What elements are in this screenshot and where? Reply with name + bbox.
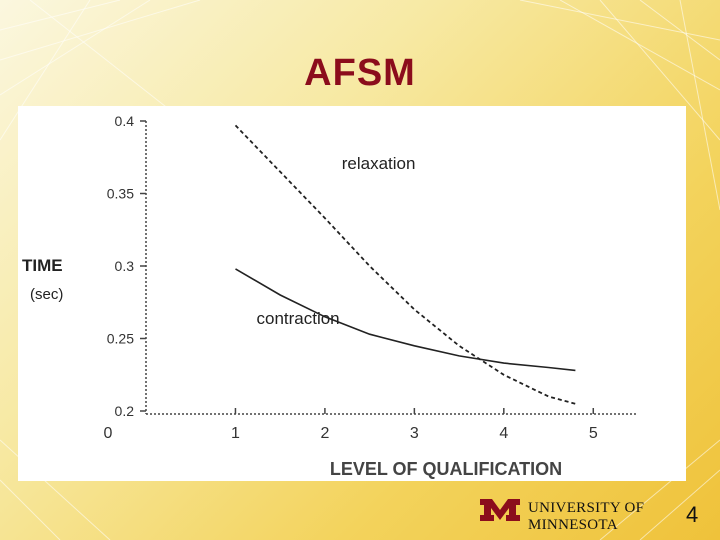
x-axis-label: LEVEL OF QUALIFICATION xyxy=(330,459,562,479)
y-axis-unit: (sec) xyxy=(30,286,63,303)
series-annotation-contraction: contraction xyxy=(256,309,339,328)
x-tick-label: 1 xyxy=(231,425,240,442)
university-logo-icon xyxy=(480,499,520,521)
x-tick-label: 5 xyxy=(589,425,598,442)
series-line-relaxation xyxy=(234,124,576,405)
y-tick-label: 0.35 xyxy=(107,186,134,202)
x-tick-label: 0 xyxy=(104,425,113,442)
chart: 0.2 0.25 0.3 0.35 0.4 0 1 2 3 4 5 TIME (sec) LEVEL OF… xyxy=(22,113,638,479)
x-tick-label: 3 xyxy=(410,425,419,442)
chart-panel: 0.2 0.25 0.3 0.35 0.4 0 1 2 3 4 5 TIME (sec) LEVEL OF… xyxy=(18,106,686,481)
series-line-contraction xyxy=(235,268,576,372)
series-annotation-relaxation: relaxation xyxy=(342,154,416,173)
x-tick-label: 2 xyxy=(320,425,329,442)
y-tick-label: 0.25 xyxy=(107,331,134,347)
x-tick-label: 4 xyxy=(499,425,508,442)
y-axis-label: TIME xyxy=(22,256,63,275)
slide-title: AFSM xyxy=(304,52,416,94)
university-name: UNIVERSITY OF MINNESOTA xyxy=(528,500,645,533)
y-tick-label: 0.2 xyxy=(115,403,135,419)
page-number: 4 xyxy=(686,502,699,527)
y-tick-label: 0.4 xyxy=(115,113,135,129)
y-tick-label: 0.3 xyxy=(115,258,135,274)
